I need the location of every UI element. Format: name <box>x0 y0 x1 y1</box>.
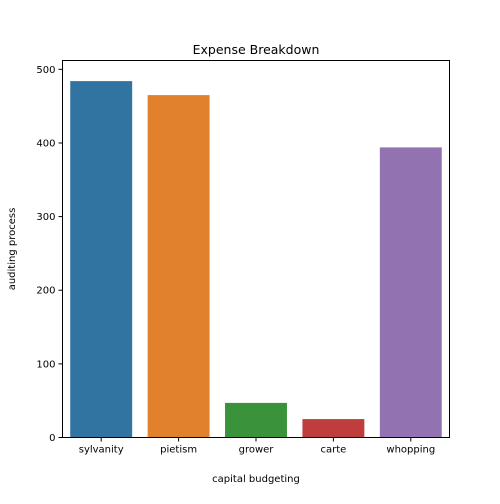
y-tick-label: 500 <box>36 65 55 76</box>
y-tick-label: 200 <box>36 286 55 297</box>
bar-sylvanity <box>70 81 133 438</box>
x-axis-label: capital budgeting <box>212 474 300 485</box>
y-axis-ticks: 0 100 200 300 400 500 <box>36 65 63 444</box>
bars-layer <box>70 81 442 438</box>
y-tick-label: 400 <box>36 138 55 149</box>
plot-frame <box>62 60 450 438</box>
y-tick-label: 300 <box>36 212 55 223</box>
x-tick-label: carte <box>320 445 346 456</box>
chart-title: Expense Breakdown <box>193 42 320 57</box>
y-tick-label: 0 <box>49 433 55 444</box>
y-tick-label: 100 <box>36 359 55 370</box>
bar-whopping <box>379 147 442 438</box>
bar-carte <box>302 419 365 438</box>
x-tick-label: pietism <box>160 445 197 456</box>
x-tick-label: grower <box>239 445 275 456</box>
x-tick-label: sylvanity <box>79 445 124 456</box>
y-axis-label: auditing process <box>7 208 18 291</box>
bar-grower <box>225 402 287 438</box>
x-axis-ticks: sylvanity pietism grower carte whopping <box>79 437 435 456</box>
x-tick-label: whopping <box>386 445 435 456</box>
bar-pietism <box>147 95 210 438</box>
